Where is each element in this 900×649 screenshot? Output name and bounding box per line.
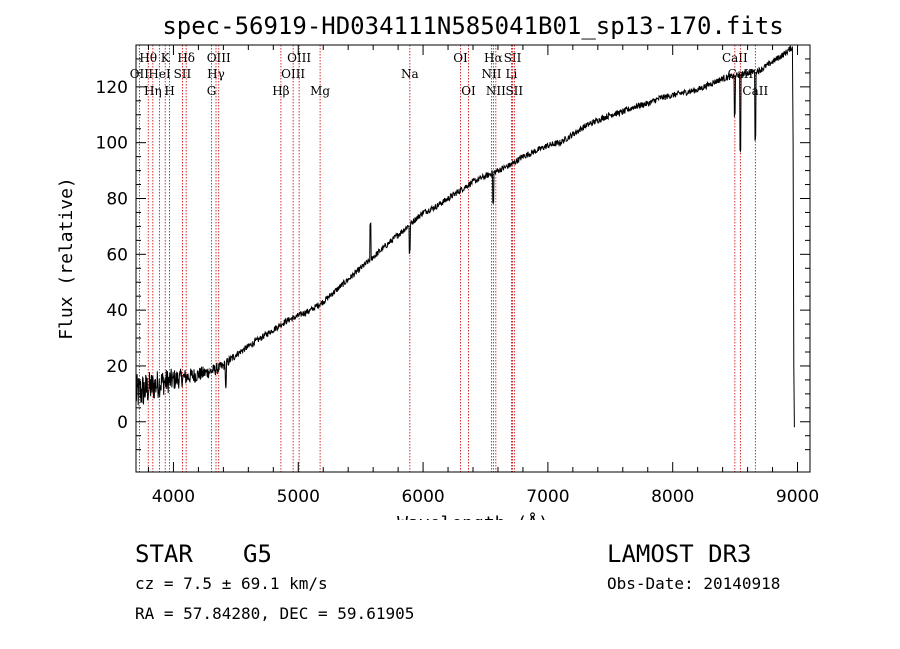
line-label: Hθ <box>139 51 157 65</box>
line-label: Hα <box>484 51 503 65</box>
line-label: OII <box>130 67 150 81</box>
line-label: OIII <box>281 67 305 81</box>
y-tick-label: 40 <box>106 301 128 321</box>
line-label: NII <box>486 84 506 98</box>
x-tick-label: 7000 <box>526 487 569 507</box>
line-label: Na <box>401 67 419 81</box>
obs-date-text: Obs-Date: 20140918 <box>607 574 781 593</box>
line-label: H <box>164 84 174 98</box>
chart-title: spec-56919-HD034111N585041B01_sp13-170.f… <box>162 12 783 40</box>
x-axis-label: Wavelength (Å) <box>397 512 549 520</box>
y-tick-label: 20 <box>106 357 128 377</box>
y-tick-label: 120 <box>96 78 128 98</box>
y-axis-label: Flux (relative) <box>56 177 77 340</box>
spectrum-line <box>135 45 795 428</box>
x-tick-label: 4000 <box>152 487 195 507</box>
coordinates-text: RA = 57.84280, DEC = 59.61905 <box>135 604 415 623</box>
x-tick-label: 5000 <box>277 487 320 507</box>
line-label: SII <box>505 84 523 98</box>
line-label: HeI <box>148 67 171 81</box>
line-label: Hδ <box>177 51 195 65</box>
object-subclass: G5 <box>243 540 272 568</box>
line-label: G <box>207 84 217 98</box>
x-tick-label: 9000 <box>776 487 819 507</box>
line-label: Hγ <box>207 67 225 81</box>
line-label: CaII <box>722 51 748 65</box>
redshift-text: cz = 7.5 ± 69.1 km/s <box>135 574 328 593</box>
line-label: Hη <box>144 84 162 98</box>
survey-label: LAMOST DR3 <box>607 540 752 568</box>
spectrum-plot: spec-56919-HD034111N585041B01_sp13-170.f… <box>56 12 819 520</box>
line-label: OIII <box>207 51 231 65</box>
y-tick-label: 100 <box>96 134 128 154</box>
line-label: CaII <box>742 84 768 98</box>
y-tick-label: 60 <box>106 245 128 265</box>
line-label: Li <box>506 67 518 81</box>
plot-frame <box>135 44 811 473</box>
line-label: NII <box>481 67 501 81</box>
line-label: Mg <box>310 84 330 98</box>
x-tick-label: 6000 <box>401 487 444 507</box>
line-label: OIII <box>287 51 311 65</box>
line-label: SII <box>174 67 192 81</box>
x-tick-label: 8000 <box>651 487 694 507</box>
line-label: OI <box>453 51 468 65</box>
line-label: Hβ <box>272 84 289 98</box>
line-label: SII <box>504 51 522 65</box>
y-tick-label: 80 <box>106 189 128 209</box>
y-tick-label: 0 <box>117 413 128 433</box>
line-label: K <box>161 51 171 65</box>
object-class: STAR <box>135 540 193 568</box>
line-label: OI <box>461 84 476 98</box>
